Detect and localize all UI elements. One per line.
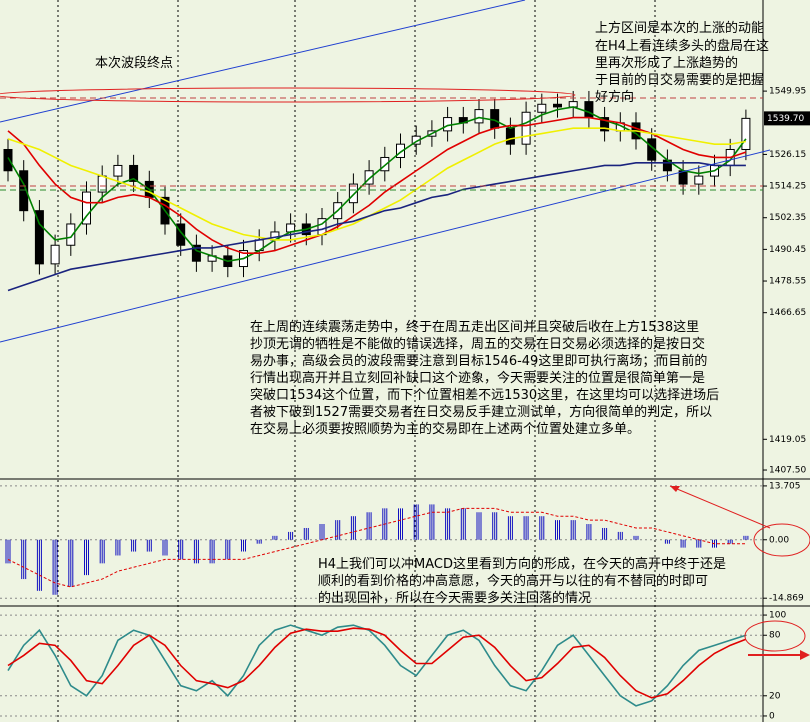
annotation: 在H4上看连续多头的盘局在这 <box>595 38 769 54</box>
candle-body <box>694 175 704 185</box>
annotation: 顺利的看到价格的冲高意愿，今天的高开与以往的有不替同的时即可 <box>318 573 708 589</box>
y-tick-label: 0.00 <box>769 535 789 545</box>
highlight-ellipse <box>744 620 806 652</box>
y-tick-label: 13.705 <box>769 481 801 491</box>
candle-body <box>521 111 531 145</box>
channel-lower <box>0 149 771 343</box>
candle-body <box>82 191 91 225</box>
annotation: 易办事，高级会员的波段需要注意到目标1546-49这里即可执行离场；而目前的 <box>250 353 707 369</box>
candle-body <box>19 170 29 212</box>
y-tick-label: 80 <box>769 631 781 641</box>
price-tag <box>764 111 810 126</box>
annotation: 于目前的日交易需要的是把握 <box>595 72 764 88</box>
candle-body <box>443 117 453 132</box>
annotation: 在交易上必须要按照顺势为主的交易即在上述两个位置处建立多单。 <box>250 421 640 437</box>
candle-body <box>348 183 358 204</box>
indicator-line <box>7 627 747 699</box>
session-separators <box>57 0 656 722</box>
annotation: 突破口1534这个位置，而下个位置相差不远1530这里，在这里均可以选择进场后 <box>250 387 719 403</box>
annotation: 里再次形成了上涨趋势的 <box>595 55 738 71</box>
annotation: 好方向 <box>595 89 634 105</box>
annotation: 本次波段终点 <box>95 55 173 71</box>
candle-body <box>34 210 44 265</box>
indicator-line <box>7 161 746 292</box>
arrow-head <box>670 486 680 492</box>
candle-body <box>600 117 610 132</box>
y-tick-label: 1466.65 <box>769 308 806 318</box>
candle-body <box>380 156 390 172</box>
y-tick-label: 20 <box>769 691 781 701</box>
candle-body <box>553 103 562 108</box>
highlight-ellipse <box>0 87 576 103</box>
candle-body <box>129 164 139 182</box>
y-tick-label: 1526.15 <box>769 150 806 160</box>
candle-body <box>364 170 374 185</box>
candle-body <box>396 143 405 158</box>
annotations: 本次波段终点 上方区间是本次的上涨的动能 在H4上看连续多头的盘局在这 里再次形… <box>95 20 769 606</box>
y-tick-label: 100 <box>769 611 786 621</box>
price-tag-label: 1539.70 <box>767 114 804 124</box>
overlays <box>0 0 810 660</box>
indicator-line <box>7 507 746 588</box>
annotation: 行情出现高开并且立刻回补缺口这个迹象，今天需要关注的位置是很简单第一是 <box>250 370 705 386</box>
annotation: 上方区间是本次的上涨的动能 <box>595 20 764 36</box>
arrow-head <box>800 650 810 660</box>
candle-body <box>490 109 500 129</box>
candle-body <box>474 109 484 124</box>
candle-body <box>50 244 60 265</box>
y-tick-label: 1490.45 <box>769 245 806 255</box>
annotation: 的出现回补，所以在今天需要多关注回落的情况 <box>318 590 591 606</box>
annotation: 在上周的连续震荡走势中，终于在周五走出区间并且突破后收在上方1538这里 <box>250 319 699 335</box>
candle-body <box>191 244 201 262</box>
y-tick-label: 1549.95 <box>769 87 806 97</box>
annotation: 抄顶无谓的牺牲是不能做的错误选择，周五的交易在日交易必须选择的是按日交 <box>250 336 705 352</box>
arrow <box>669 485 771 529</box>
y-tick-label: 0 <box>769 711 775 721</box>
candle-body <box>113 164 123 177</box>
y-tick-label: 1478.55 <box>769 277 806 287</box>
y-tick-label: 1407.50 <box>769 466 806 476</box>
candle-body <box>3 148 13 172</box>
indicator-line <box>7 106 747 263</box>
channel-upper <box>0 0 526 123</box>
y-tick-label: 1419.05 <box>769 435 806 445</box>
annotation: 者被下破到1527需要交易者在日交易反手建立测试单，方向很简单的判定，所以 <box>250 404 712 420</box>
highlight-ellipse <box>753 523 810 557</box>
annotation: H4上我们可以冲MACD这里看到方向的形成，在今天的高开中终于还是 <box>318 556 726 572</box>
candle-body <box>537 103 547 113</box>
candle-body <box>584 101 594 119</box>
candle-body <box>505 127 515 145</box>
candle-body <box>741 117 751 150</box>
candle-body <box>176 223 186 246</box>
candle-body <box>66 223 76 246</box>
y-tick-label: -14.869 <box>769 594 804 604</box>
indicator-line <box>7 624 747 707</box>
y-tick-label: 1502.35 <box>769 213 806 223</box>
y-tick-label: 1514.25 <box>769 182 806 192</box>
indicator-line <box>7 116 747 255</box>
